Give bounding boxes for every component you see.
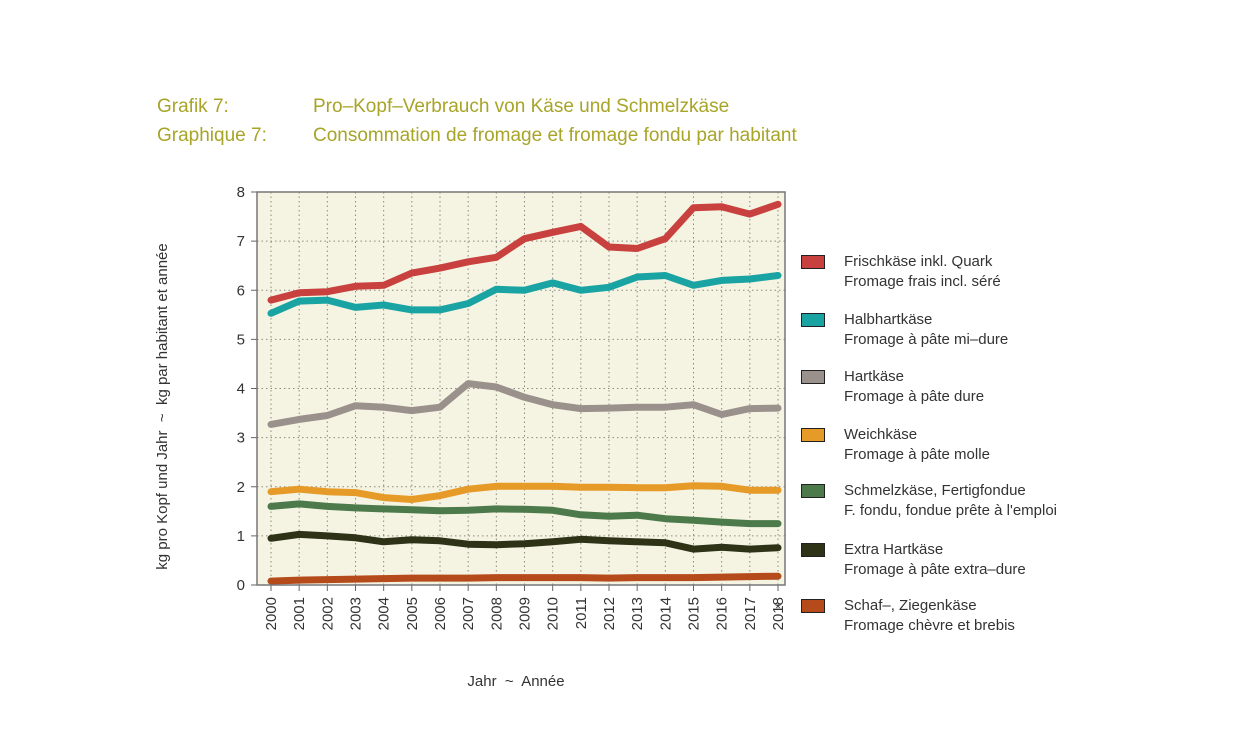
legend-label-de: Schmelzkäse, Fertigfondue — [844, 482, 1026, 499]
title-label-fr: Graphique 7: — [157, 125, 267, 146]
y-tick-label: 1 — [237, 528, 245, 545]
legend-label-de: Weichkäse — [844, 426, 918, 443]
x-tick-label: 2014 — [657, 597, 674, 630]
title-label-de: Grafik 7: — [157, 96, 229, 117]
series-line — [267, 200, 782, 304]
series-lines — [267, 200, 782, 585]
x-tick-label: 2001 — [291, 597, 308, 630]
x-tick-label: 2018 — [770, 597, 787, 630]
legend-swatch — [801, 543, 825, 557]
x-tick-label: 2004 — [376, 597, 393, 630]
x-tick-label: 2015 — [686, 597, 703, 630]
x-axis-label: Jahr ~ Année — [467, 673, 564, 690]
plot-frame — [256, 191, 786, 586]
legend-label-fr: Fromage à pâte mi–dure — [844, 331, 1009, 348]
x-tick-label: 2007 — [460, 597, 477, 630]
series-line — [267, 530, 782, 553]
legend-swatch — [801, 370, 825, 384]
legend-label-de: Extra Hartkäse — [844, 541, 944, 558]
title-text-fr: Consommation de fromage et fromage fondu… — [313, 125, 797, 146]
x-tick-label: 2012 — [601, 597, 618, 630]
x-tick-label: 2006 — [432, 597, 449, 630]
legend-swatch — [801, 313, 825, 327]
series-line — [267, 272, 782, 317]
legend-label-de: Frischkäse inkl. Quark — [844, 253, 993, 270]
y-tick-label: 6 — [237, 282, 245, 299]
y-axis-ticks: 0 1 2 3 4 5 6 7 8 — [237, 184, 257, 594]
x-tick-label: 2016 — [714, 597, 731, 630]
legend-label-fr: Fromage frais incl. séré — [844, 273, 1001, 290]
x-tick-label: 2017 — [742, 597, 759, 630]
title-text-de: Pro–Kopf–Verbrauch von Käse und Schmelzk… — [313, 96, 730, 117]
legend-swatch — [801, 428, 825, 442]
x-tick-label: 2005 — [404, 597, 421, 630]
x-tick-label: 2000 — [263, 597, 280, 630]
y-tick-label: 4 — [237, 381, 245, 398]
legend-label-fr: Fromage à pâte molle — [844, 446, 990, 463]
x-tick-label: 2011 — [573, 597, 590, 629]
legend-swatch — [801, 484, 825, 498]
x-tick-label: 2008 — [488, 597, 505, 630]
x-tick-label: 2009 — [517, 597, 534, 630]
legend-swatch — [801, 255, 825, 269]
x-tick-label: 2002 — [319, 597, 336, 630]
series-line — [267, 500, 782, 528]
x-tick-label: 2013 — [629, 597, 646, 630]
legend-swatch — [801, 599, 825, 613]
legend-label-de: Schaf–, Ziegenkäse — [844, 597, 977, 614]
legend-label-fr: Fromage à pâte extra–dure — [844, 561, 1026, 578]
y-tick-label: 5 — [237, 331, 245, 348]
x-tick-label: 2010 — [545, 597, 562, 630]
x-tick-label: 2003 — [348, 597, 365, 630]
legend-label-fr: F. fondu, fondue prête à l'emploi — [844, 502, 1058, 519]
y-tick-label: 8 — [237, 184, 245, 201]
y-axis-label: kg pro Kopf und Jahr ~ kg par habitant e… — [154, 243, 171, 569]
y-tick-label: 3 — [237, 430, 245, 447]
legend-label-de: Halbhartkäse — [844, 311, 933, 328]
plot-area — [257, 192, 785, 585]
series-line — [267, 380, 782, 428]
footnote-mark: * — [775, 600, 781, 617]
x-axis-ticks: 2000 2001 2002 2003 2004 2005 2006 2007 2008 2009… — [263, 585, 787, 630]
y-tick-label: 2 — [237, 479, 245, 496]
legend-label-de: Hartkäse — [844, 368, 905, 385]
legend-label-fr: Fromage chèvre et brebis — [844, 617, 1015, 634]
legend-label-fr: Fromage à pâte dure — [844, 388, 985, 405]
series-line — [267, 572, 782, 585]
series-line — [267, 482, 782, 503]
y-tick-label: 0 — [237, 577, 245, 594]
y-tick-label: 7 — [237, 233, 245, 250]
